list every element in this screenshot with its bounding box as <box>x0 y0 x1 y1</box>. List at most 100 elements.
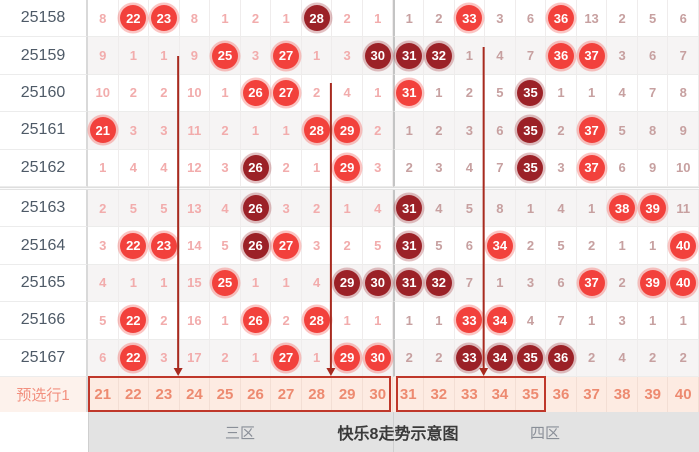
trend-cell: 5 <box>546 227 577 265</box>
miss-count: 3 <box>221 160 229 176</box>
trend-cell: 5 <box>637 0 669 38</box>
preselect-number[interactable]: 23 <box>149 377 180 412</box>
miss-count: 3 <box>313 238 321 254</box>
preselect-number[interactable]: 34 <box>485 377 516 412</box>
miss-count: 4 <box>618 85 626 101</box>
miss-count: 4 <box>618 350 626 366</box>
preselect-number[interactable]: 30 <box>362 377 394 412</box>
preselect-number[interactable]: 28 <box>301 377 333 412</box>
trend-cell: 29 <box>332 112 363 150</box>
miss-count: 5 <box>221 238 229 254</box>
preselect-number[interactable]: 32 <box>424 377 455 412</box>
miss-count: 3 <box>160 350 168 366</box>
preselect-number[interactable]: 40 <box>668 377 699 412</box>
trend-cell: 9 <box>668 112 699 150</box>
trend-cell: 39 <box>637 189 669 228</box>
trend-cell: 26 <box>240 227 272 265</box>
miss-count: 1 <box>99 160 107 176</box>
miss-count: 4 <box>557 200 565 216</box>
number-ball: 26 <box>242 195 269 222</box>
miss-count: 2 <box>526 238 535 254</box>
trend-cell: 2 <box>637 339 669 377</box>
trend-cell: 4 <box>118 149 150 187</box>
number-ball: 23 <box>150 232 177 259</box>
miss-count: 16 <box>187 312 202 328</box>
preselect-number[interactable]: 22 <box>118 377 150 412</box>
preselect-number[interactable]: 27 <box>271 377 302 412</box>
preselect-number[interactable]: 37 <box>576 377 608 412</box>
trend-cell: 4 <box>515 302 547 340</box>
trend-cell: 8 <box>637 112 669 150</box>
miss-count: 1 <box>251 350 260 366</box>
trend-row: 25160 10 2 2 10 1 26 27 2 4 1 31 1 2 5 35 1 1 4 7 8 <box>0 74 699 113</box>
trend-cell: 2 <box>424 0 455 38</box>
number-ball: 29 <box>334 154 361 181</box>
trend-cell: 2 <box>362 112 394 150</box>
number-ball: 38 <box>609 195 636 222</box>
preselect-number[interactable]: 26 <box>240 377 272 412</box>
trend-cell: 27 <box>271 339 302 377</box>
miss-count: 6 <box>99 350 107 366</box>
preselect-number[interactable]: 33 <box>454 377 486 412</box>
number-ball: 28 <box>303 5 330 32</box>
number-ball: 23 <box>150 5 177 32</box>
trend-cell: 22 <box>118 302 150 340</box>
trend-cell: 1 <box>424 302 455 340</box>
trend-cell: 1 <box>271 264 302 303</box>
issue-label: 25163 <box>0 189 88 228</box>
miss-count: 6 <box>618 160 626 176</box>
trend-cell: 31 <box>393 264 425 303</box>
trend-cell: 11 <box>668 189 699 228</box>
miss-count: 1 <box>405 10 413 26</box>
trend-cell: 29 <box>332 339 363 377</box>
trend-cell: 2 <box>393 149 425 187</box>
number-ball: 36 <box>548 42 575 69</box>
miss-count: 2 <box>435 350 443 366</box>
preselect-number[interactable]: 39 <box>637 377 669 412</box>
trend-cell: 29 <box>332 264 363 303</box>
preselect-number[interactable]: 36 <box>546 377 577 412</box>
trend-cell: 30 <box>362 339 394 377</box>
trend-cell: 40 <box>668 264 699 303</box>
preselect-number[interactable]: 35 <box>515 377 547 412</box>
preselect-number[interactable]: 29 <box>332 377 363 412</box>
trend-cell: 12 <box>179 149 211 187</box>
miss-count: 2 <box>282 312 290 328</box>
trend-cell: 2 <box>424 112 455 150</box>
trend-cell: 6 <box>668 0 699 38</box>
trend-cell: 6 <box>637 37 669 75</box>
trend-cell: 8 <box>485 189 516 228</box>
number-ball: 26 <box>242 154 269 181</box>
number-ball: 29 <box>334 344 361 371</box>
miss-count: 1 <box>221 312 229 328</box>
trend-cell: 2 <box>301 74 333 113</box>
trend-cell: 1 <box>637 227 669 265</box>
number-ball: 29 <box>334 269 361 296</box>
preselect-number[interactable]: 21 <box>88 377 119 412</box>
miss-count: 1 <box>160 48 168 64</box>
miss-count: 7 <box>465 275 473 291</box>
trend-cell: 1 <box>210 74 241 113</box>
trend-cell: 1 <box>393 0 425 38</box>
trend-cell: 26 <box>240 149 272 187</box>
miss-count: 8 <box>649 122 657 138</box>
preselect-number[interactable]: 25 <box>210 377 241 412</box>
trend-cell: 2 <box>271 149 302 187</box>
trend-cell: 3 <box>485 0 516 38</box>
trend-cell: 35 <box>515 74 547 113</box>
trend-cell: 11 <box>179 112 211 150</box>
preselect-number[interactable]: 24 <box>179 377 211 412</box>
trend-cell: 1 <box>393 112 425 150</box>
number-ball: 31 <box>396 42 423 69</box>
trend-cell: 3 <box>271 189 302 228</box>
miss-count: 1 <box>374 312 382 328</box>
miss-count: 3 <box>435 160 443 176</box>
trend-cell: 26 <box>240 189 272 228</box>
miss-count: 7 <box>557 312 565 328</box>
trend-cell: 2 <box>576 339 608 377</box>
preselect-number[interactable]: 31 <box>393 377 425 412</box>
trend-cell: 38 <box>607 189 638 228</box>
trend-row: 25161 21 3 3 11 2 1 1 28 29 2 1 2 3 6 35 2 37 5 8 9 <box>0 112 699 150</box>
preselect-number[interactable]: 38 <box>607 377 638 412</box>
miss-count: 2 <box>557 122 565 138</box>
